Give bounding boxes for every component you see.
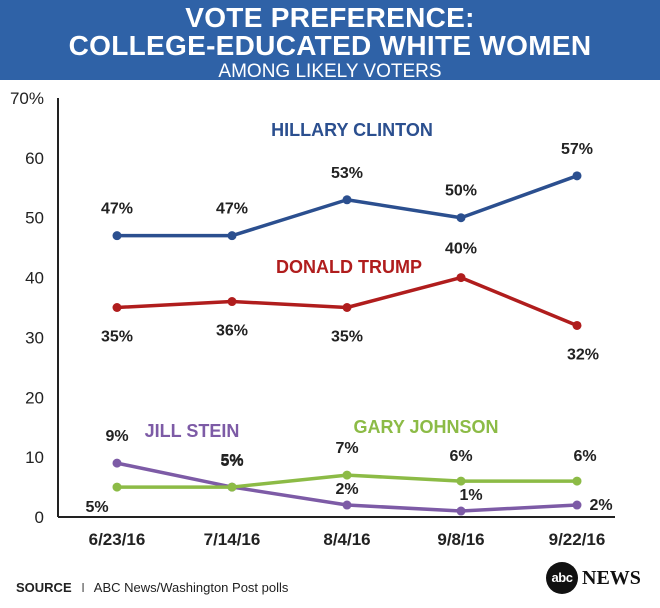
y-tick-label: 10 — [25, 448, 44, 467]
data-point — [456, 506, 466, 516]
y-tick-label: 60 — [25, 149, 44, 168]
series-name-label: HILLARY CLINTON — [271, 120, 433, 140]
data-point — [112, 458, 122, 468]
series-line-1 — [115, 275, 579, 328]
x-tick-label: 9/8/16 — [437, 530, 484, 549]
data-point — [342, 303, 352, 312]
chart-title-line1: VOTE PREFERENCE: — [185, 2, 475, 33]
data-point — [227, 482, 237, 492]
data-point — [227, 297, 237, 307]
x-tick-label: 9/22/16 — [549, 530, 606, 549]
data-label: 2% — [335, 481, 358, 498]
abc-logo-disc: abc — [546, 562, 578, 594]
source-label: SOURCE — [16, 580, 72, 595]
data-point — [572, 320, 582, 330]
data-point — [572, 500, 582, 510]
data-label: 35% — [101, 329, 133, 346]
data-label: 6% — [573, 448, 596, 465]
y-tick-label: 40 — [25, 269, 44, 288]
data-point — [572, 171, 582, 181]
chart-header: VOTE PREFERENCE: COLLEGE-EDUCATED WHITE … — [0, 0, 660, 82]
data-label: 47% — [216, 201, 248, 218]
data-label: 9% — [105, 428, 128, 445]
source-note: SOURCE I ABC News/Washington Post polls — [16, 580, 288, 595]
series-name-label: JILL STEIN — [145, 421, 240, 441]
abc-news-logo: abc NEWS — [546, 562, 650, 594]
chart-title-line2: COLLEGE-EDUCATED WHITE WOMEN — [68, 30, 592, 61]
data-label: 1% — [459, 487, 482, 504]
chart-subtitle: AMONG LIKELY VOTERS — [218, 61, 442, 82]
data-label: 2% — [589, 497, 612, 514]
data-label: 47% — [101, 201, 133, 218]
data-point — [342, 195, 352, 205]
data-label: 6% — [449, 448, 472, 465]
source-separator: I — [81, 580, 85, 595]
source-text: ABC News/Washington Post polls — [93, 580, 289, 595]
abc-logo-word: NEWS — [582, 567, 641, 589]
y-tick-label: 0 — [35, 508, 44, 527]
data-point — [112, 482, 122, 492]
y-tick-label: 50 — [25, 209, 44, 228]
data-label: 32% — [567, 346, 599, 363]
data-label: 36% — [216, 323, 248, 340]
data-point — [572, 476, 582, 486]
data-label: 53% — [331, 165, 363, 182]
series-line-0 — [115, 174, 579, 238]
series-name-label: DONALD TRUMP — [276, 257, 422, 277]
data-point — [456, 273, 466, 283]
series-name-label: GARY JOHNSON — [353, 417, 498, 437]
y-tick-label: 30 — [25, 328, 44, 347]
data-point — [112, 303, 122, 312]
x-tick-label: 6/23/16 — [89, 530, 146, 549]
data-point — [342, 470, 352, 480]
data-label: 5% — [85, 499, 108, 516]
data-label: 5% — [220, 452, 243, 469]
data-point — [112, 231, 122, 241]
data-point — [227, 231, 237, 241]
data-point — [342, 500, 352, 510]
y-tick-label: 20 — [25, 388, 44, 407]
line-chart: 0 10 20 30 40 50 60 70% 6/23/16 7/14/16 8/4/16 9/8/… — [10, 89, 615, 549]
x-tick-label: 7/14/16 — [204, 530, 261, 549]
x-tick-label: 8/4/16 — [323, 530, 370, 549]
data-label: 7% — [335, 440, 358, 457]
data-label: 50% — [445, 183, 477, 200]
y-tick-label: 70% — [10, 89, 44, 108]
data-label: 40% — [445, 241, 477, 258]
data-point — [456, 213, 466, 223]
data-label: 5% — [220, 453, 243, 470]
data-label: 57% — [561, 141, 593, 158]
data-label: 35% — [331, 329, 363, 346]
data-point — [456, 476, 466, 486]
